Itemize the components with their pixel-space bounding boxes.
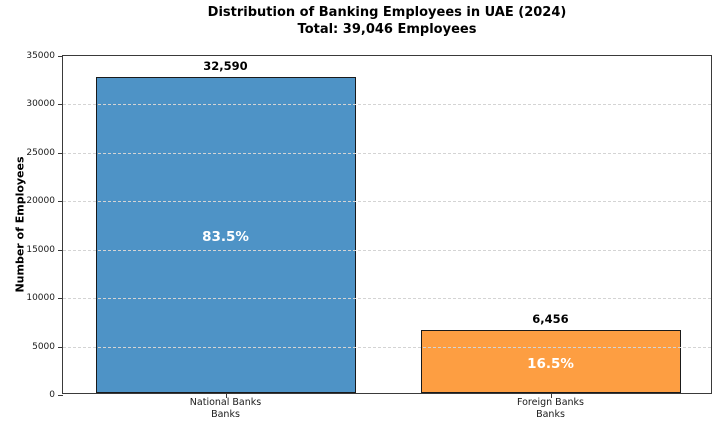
gridline — [63, 298, 711, 300]
x-tick-label: Foreign Banks Banks — [517, 397, 584, 421]
y-tick-mark — [58, 249, 63, 251]
gridline — [63, 346, 711, 348]
x-tick-label-line: Banks — [211, 409, 240, 420]
gridline — [63, 201, 711, 203]
x-tick-label-line: Banks — [536, 409, 565, 420]
y-tick-label: 0 — [49, 390, 55, 400]
y-tick-label: 10000 — [26, 293, 55, 304]
y-tick-label: 15000 — [26, 244, 55, 255]
x-tick-label-line: Foreign Banks — [516, 397, 585, 408]
gridline — [63, 104, 711, 106]
bar-1 — [420, 330, 681, 393]
chart-subtitle: Total: 39,046 Employees — [297, 22, 477, 37]
plot-area: 0 5000 10000 15000 20000 25000 30000 35000 32,59… — [26, 51, 712, 420]
y-tick-label: 5000 — [32, 341, 55, 352]
x-tick-label: National Banks Banks — [190, 397, 261, 421]
bar-pct-label: 83.5% — [202, 229, 249, 246]
y-tick-mark — [58, 298, 63, 300]
bar-value-label: 6,456 — [532, 312, 569, 327]
y-tick-mark — [58, 201, 63, 203]
y-axis-label: Number of Employees — [13, 156, 27, 293]
y-tick-mark — [58, 152, 63, 154]
y-tick-mark — [58, 56, 63, 57]
y-tick-label: 30000 — [26, 99, 55, 110]
x-tick-label-line: National Banks — [189, 397, 262, 408]
bar-pct-label: 16.5% — [527, 355, 574, 372]
bar-0 — [95, 77, 356, 393]
y-tick-mark — [58, 346, 63, 348]
y-tick-mark — [58, 104, 63, 106]
gridline — [63, 152, 711, 154]
x-tick-mark — [550, 393, 552, 398]
x-tick-mark — [225, 393, 227, 398]
chart-title: Distribution of Banking Employees in UAE… — [207, 5, 567, 20]
y-tick-label: 25000 — [26, 147, 55, 158]
y-tick-label: 35000 — [26, 51, 55, 61]
y-tick-label: 20000 — [26, 196, 55, 207]
gridline — [63, 249, 711, 251]
y-tick-mark — [58, 395, 63, 396]
bar-value-label: 32,590 — [203, 59, 248, 74]
